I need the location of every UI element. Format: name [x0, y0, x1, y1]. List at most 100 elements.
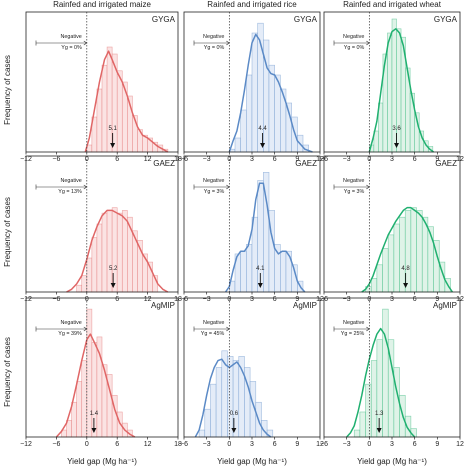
histogram-bar: [240, 250, 247, 293]
chart-panels: −12 −6 0 6 12 18 GYGA Negative Yg = 0% 5.1 −6 −3 0 3 6…: [20, 11, 464, 448]
panel-wheat-agmip: −6 −3 0 3 6 9 12 AgMIP Negative Yg = 25% 1.3: [320, 297, 464, 448]
histogram-bar: [370, 278, 378, 293]
histogram-bar: [91, 342, 98, 438]
x-tick-label: 12: [456, 441, 464, 448]
histogram-bar: [391, 18, 397, 153]
histogram-bar: [240, 109, 247, 153]
histogram-bar: [81, 360, 88, 438]
median-label: 4.4: [258, 126, 267, 132]
x-tick-label: −3: [343, 441, 351, 448]
histogram-bar: [101, 212, 108, 293]
median-arrow-head: [394, 143, 400, 148]
histogram-bar: [246, 74, 253, 153]
negative-share-label: Yg = 13%: [58, 189, 82, 195]
negative-label: Negative: [343, 34, 364, 40]
x-tick-label: −6: [320, 441, 328, 448]
histogram-bar: [387, 32, 393, 153]
negative-bracket-arrow: [226, 326, 230, 332]
histogram-bar: [116, 212, 123, 293]
histogram-bar: [376, 264, 383, 293]
negative-label: Negative: [343, 320, 364, 326]
dataset-label: GYGA: [434, 15, 458, 24]
histogram-bar: [204, 408, 211, 438]
histogram-bar: [285, 250, 292, 293]
panel-rice-gyga: −6−3036912GYGANegativeYg = 0%4.4: [180, 11, 324, 163]
histogram-bar: [382, 248, 389, 293]
negative-bracket-arrow: [366, 326, 370, 332]
x-tick-label: −6: [52, 156, 60, 163]
y-axis-title: Frequency of cases: [3, 197, 12, 267]
dataset-label: GAEZ: [295, 159, 317, 168]
x-tick-label: 6: [273, 156, 277, 163]
histogram-bar: [76, 284, 83, 293]
median-arrow-head: [257, 283, 263, 288]
median-label: 0.6: [230, 411, 239, 417]
dataset-label: AgMIP: [293, 301, 317, 310]
x-tick-label: 6: [115, 296, 119, 303]
histogram-bar: [121, 210, 128, 293]
histogram-bar: [81, 275, 88, 293]
median-label: 5.1: [108, 126, 117, 132]
negative-label: Negative: [203, 320, 224, 326]
median-arrow-head: [260, 143, 266, 148]
histogram-bar: [353, 429, 361, 438]
x-tick-label: 12: [144, 156, 152, 163]
histogram-bar: [280, 250, 287, 293]
x-tick-label: −6: [180, 441, 188, 448]
negative-label: Negative: [203, 178, 224, 184]
histogram-bar: [251, 32, 258, 153]
negative-label: Negative: [61, 320, 82, 326]
histogram-bar: [382, 308, 389, 438]
histogram-bar: [76, 381, 83, 438]
x-tick-label: 6: [115, 156, 119, 163]
y-axis-title: Frequency of cases: [3, 337, 12, 407]
x-axis-title: Yield gap (Mg ha⁻¹): [357, 457, 427, 466]
x-tick-label: 3: [390, 296, 394, 303]
x-tick-label: 0: [227, 441, 231, 448]
negative-bracket-arrow: [83, 326, 88, 332]
x-tick-label: 6: [115, 441, 119, 448]
histogram-bar: [416, 210, 423, 293]
x-tick-label: −3: [203, 156, 211, 163]
x-tick-label: −3: [343, 156, 351, 163]
x-tick-label: 12: [144, 441, 152, 448]
median-arrow-head: [231, 428, 237, 433]
dataset-label: GAEZ: [435, 159, 457, 168]
histogram-bar: [404, 210, 412, 293]
x-axis-title: Yield gap (Mg ha⁻¹): [67, 457, 137, 466]
x-tick-label: 9: [295, 156, 299, 163]
panel-maize-gyga: −12−6061218GYGANegativeYg = 0%5.1: [20, 11, 182, 163]
column-title-maize: Rainfed and irrigated maize: [53, 0, 151, 9]
panel-rice-agmip: −6 −3 0 3 6 9 12 AgMIP Negative Yg = 45% 0.6: [180, 297, 324, 448]
x-tick-label: 6: [413, 156, 417, 163]
negative-bracket-arrow: [226, 184, 230, 190]
panel-wheat-gaez: −6−3036912GAEZNegativeYg = 3%4.8: [320, 155, 464, 303]
negative-bracket-arrow: [83, 184, 88, 190]
median-label: 4.1: [256, 266, 265, 272]
histogram-bar: [396, 28, 402, 153]
histogram-bar: [227, 356, 234, 438]
histogram-bar: [365, 383, 372, 438]
negative-share-label: Yg = 0%: [204, 45, 225, 51]
x-tick-label: 6: [413, 296, 417, 303]
histogram-bar: [215, 367, 223, 438]
median-arrow-head: [376, 428, 382, 433]
x-tick-label: 18: [174, 441, 182, 448]
histogram-bar: [410, 207, 417, 293]
x-tick-label: 3: [390, 156, 394, 163]
density-curve: [55, 333, 136, 438]
histogram-bar: [359, 411, 366, 438]
negative-bracket-arrow: [226, 40, 230, 46]
x-tick-label: −12: [20, 441, 32, 448]
panel-maize-agmip: −12 −6 0 6 12 18 AgMIP Negative Yg = 39% 1.4: [20, 297, 182, 448]
negative-share-label: Yg = 45%: [201, 331, 225, 337]
histogram-bar: [106, 46, 113, 153]
histogram-bar: [376, 339, 383, 438]
histogram-bar: [106, 210, 113, 293]
histogram-bar: [234, 137, 241, 153]
x-tick-label: 9: [435, 441, 439, 448]
negative-share-label: Yg = 3%: [344, 189, 365, 195]
x-tick-label: 9: [435, 296, 439, 303]
dataset-label: GAEZ: [153, 159, 175, 168]
plot-frame: [25, 11, 179, 153]
